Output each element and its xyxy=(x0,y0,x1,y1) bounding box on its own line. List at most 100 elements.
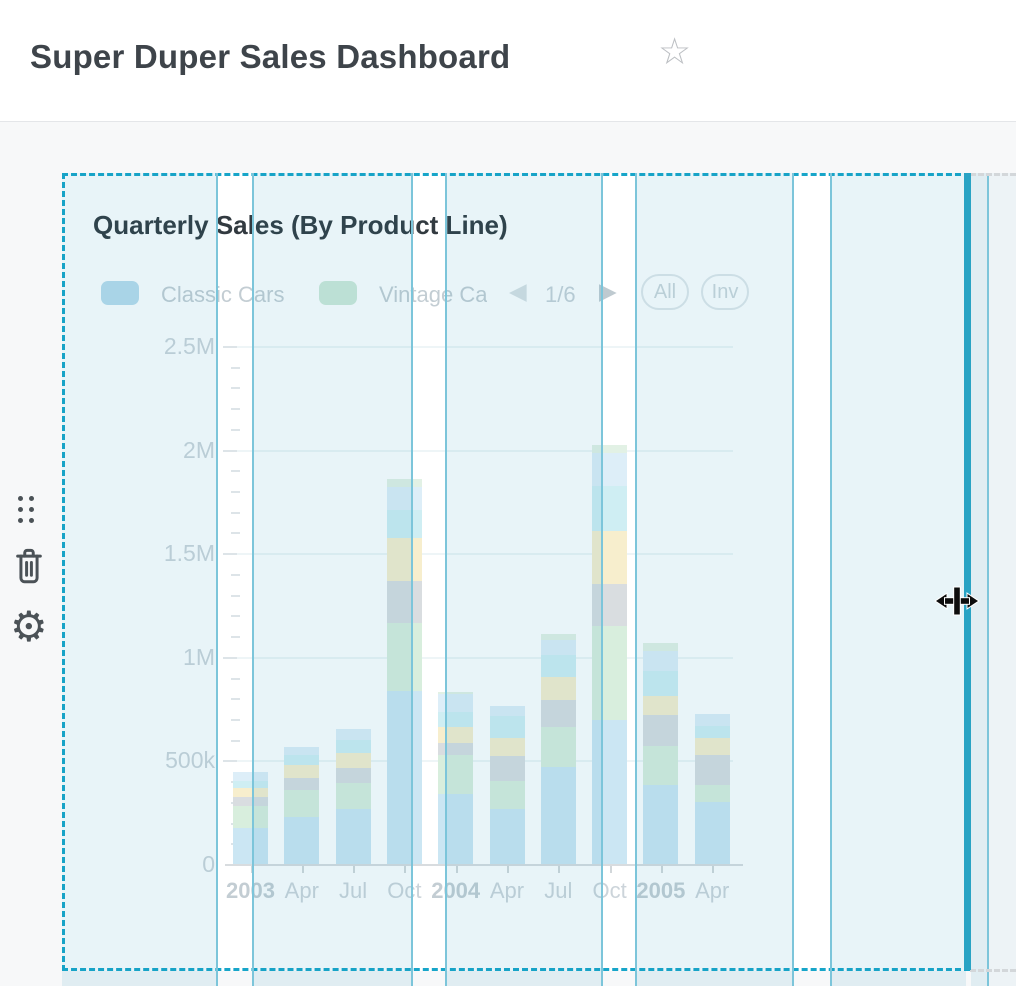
y-major-tick xyxy=(223,553,237,556)
x-axis-label: Jul xyxy=(544,878,573,903)
bar-segment xyxy=(284,816,320,864)
bar-segment xyxy=(284,764,320,778)
x-axis-tick xyxy=(301,866,304,873)
bar-segment xyxy=(438,755,474,794)
y-minor-tick xyxy=(231,366,240,369)
trash-icon[interactable] xyxy=(12,546,46,591)
favorite-star-icon[interactable]: ☆ xyxy=(658,31,692,72)
y-minor-tick xyxy=(231,408,240,411)
grid-row-outline xyxy=(970,969,1016,972)
y-axis-label: 0 xyxy=(202,851,215,877)
bar-segment xyxy=(540,766,576,864)
bar-segment xyxy=(489,737,525,756)
dashboard-canvas: Quarterly Sales (By Product Line) Classi… xyxy=(0,122,1016,986)
x-axis-label: Apr xyxy=(284,878,319,903)
bar-segment xyxy=(643,643,679,651)
legend-all-button[interactable]: All xyxy=(641,274,689,310)
legend-invert-button[interactable]: Inv xyxy=(701,274,749,310)
bar-segment xyxy=(386,622,422,691)
legend-page-indicator: 1/6 xyxy=(545,282,576,307)
y-minor-tick xyxy=(231,636,240,639)
bar-segment xyxy=(284,778,320,791)
x-axis-tick xyxy=(507,866,509,873)
legend-label-vintage-cars[interactable]: Vintage Ca xyxy=(379,282,487,307)
y-gridline xyxy=(225,553,733,556)
x-axis-label: Apr xyxy=(489,878,525,903)
bar-segment xyxy=(335,808,371,864)
bar-segment xyxy=(438,691,474,694)
bar-segment xyxy=(438,712,474,728)
bar-segment xyxy=(335,728,371,740)
bar-segment xyxy=(643,671,679,697)
bar-segment xyxy=(643,696,679,715)
y-axis-label: 500k xyxy=(165,747,215,774)
bar-segment xyxy=(233,772,268,782)
y-minor-tick xyxy=(231,428,240,431)
bar-segment xyxy=(592,486,628,532)
y-major-tick xyxy=(223,656,237,659)
bar-segment xyxy=(643,785,679,864)
x-axis-line xyxy=(225,864,743,866)
bar-segment xyxy=(438,727,474,743)
dashboard-card[interactable]: Quarterly Sales (By Product Line) Classi… xyxy=(62,173,970,971)
y-minor-tick xyxy=(231,470,240,473)
y-axis-label: 2M xyxy=(183,436,215,463)
legend-label-classic-cars[interactable]: Classic Cars xyxy=(161,282,285,307)
y-gridline xyxy=(225,346,733,348)
bar-segment xyxy=(438,742,474,755)
bar-segment xyxy=(233,781,268,789)
legend-next-icon[interactable]: ▶ xyxy=(599,278,617,304)
legend-swatch-classic-cars[interactable] xyxy=(101,281,139,305)
bar-segment xyxy=(335,767,371,783)
y-axis-label: 2.5M xyxy=(163,333,215,359)
x-axis-label: Oct xyxy=(592,878,627,903)
bar-segment xyxy=(643,650,679,672)
x-axis-label: 2005 xyxy=(636,878,686,903)
bar-segment xyxy=(489,706,525,717)
bar-segment xyxy=(540,699,576,727)
bar-segment xyxy=(489,780,525,809)
x-axis-tick xyxy=(660,866,663,873)
bar-segment xyxy=(592,719,628,864)
bar-segment xyxy=(233,788,268,798)
y-major-tick xyxy=(223,760,237,763)
bar-segment xyxy=(592,445,628,453)
legend-prev-icon[interactable]: ◀ xyxy=(509,278,527,304)
bar-segment xyxy=(694,737,730,755)
bar-segment xyxy=(540,676,576,700)
bar-segment xyxy=(335,752,371,768)
bar-segment xyxy=(489,755,525,781)
drag-handle-icon[interactable] xyxy=(18,496,40,524)
bar-segment xyxy=(694,801,730,864)
bar-segment xyxy=(540,634,576,640)
grid-row-outline xyxy=(970,173,1016,176)
card-title: Quarterly Sales (By Product Line) xyxy=(93,210,508,240)
legend-swatch-vintage-cars[interactable] xyxy=(319,281,357,305)
x-axis-tick xyxy=(404,866,407,873)
bar-segment xyxy=(233,797,268,806)
bar-segment xyxy=(233,827,268,864)
page-title: Super Duper Sales Dashboard xyxy=(30,38,511,75)
x-axis-label: 2003 xyxy=(226,878,275,903)
bar-segment xyxy=(489,716,525,738)
y-axis-label: 1M xyxy=(183,643,215,670)
x-axis-label: Apr xyxy=(695,878,730,903)
y-minor-tick xyxy=(231,615,240,618)
bar-segment xyxy=(694,713,730,726)
y-minor-tick xyxy=(231,511,240,514)
gear-icon[interactable]: ⚙ xyxy=(10,603,48,650)
x-axis-label: Jul xyxy=(339,878,368,903)
y-gridline xyxy=(225,449,733,452)
y-minor-tick xyxy=(231,387,240,390)
y-major-tick xyxy=(223,346,237,348)
grid-column-band xyxy=(989,173,1016,986)
y-minor-tick xyxy=(231,698,240,701)
y-minor-tick xyxy=(231,573,240,576)
bar-segment xyxy=(694,784,730,802)
y-gridline xyxy=(225,760,733,763)
y-minor-tick xyxy=(231,677,240,680)
bar-segment xyxy=(438,693,474,713)
bar-segment xyxy=(592,584,628,627)
bar-segment xyxy=(284,755,320,765)
y-gridline xyxy=(225,656,733,659)
